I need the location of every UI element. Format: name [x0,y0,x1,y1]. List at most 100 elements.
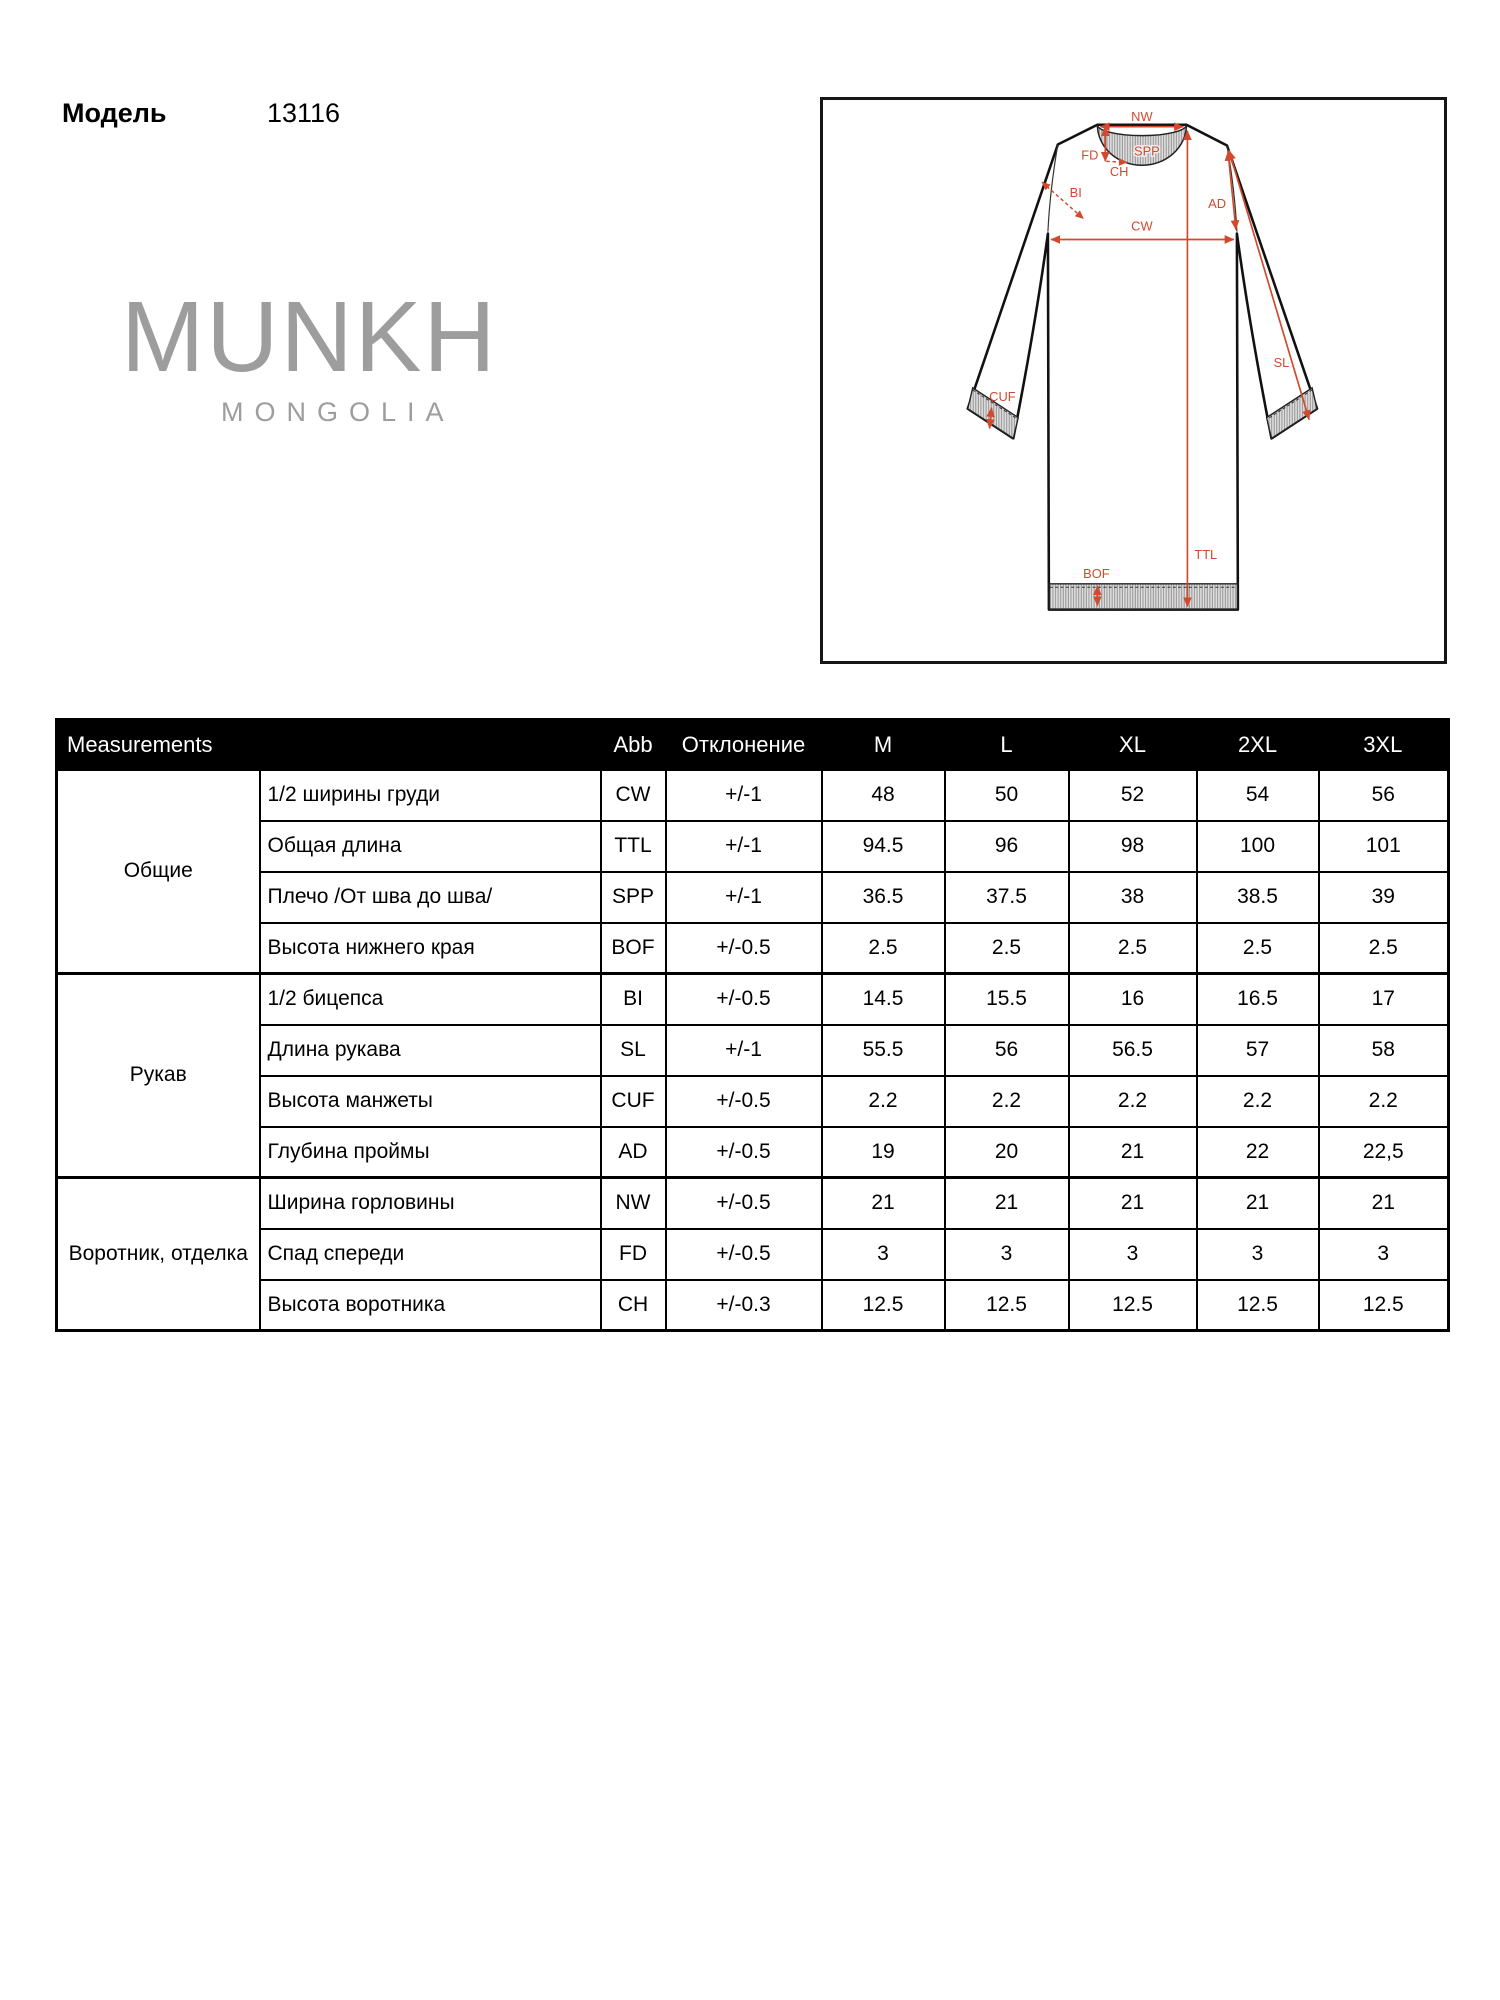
value-3xl: 21 [1317,1176,1450,1230]
cuf-arrow [986,407,995,430]
value-2xl: 54 [1195,768,1320,822]
value-3xl: 2.5 [1317,921,1450,975]
diagram-label-bi: BI [1070,185,1082,200]
table-row: Высота манжеты CUF +/-0.5 2.2 2.2 2.2 2.… [57,1074,1450,1128]
value-2xl: 100 [1195,819,1320,873]
header-size-3xl: 3XL [1318,719,1449,770]
value-m: 3 [820,1227,946,1281]
table-row: Рукав 1/2 бицепса BI +/-0.5 14.5 15.5 16… [55,972,1450,1179]
diagram-label-cw: CW [1131,219,1153,234]
value-xl: 52 [1067,768,1198,822]
row-label: Высота воротника [258,1278,602,1332]
value-m: 19 [820,1125,946,1179]
value-2xl: 2.5 [1195,921,1320,975]
value-xl: 56.5 [1067,1023,1198,1077]
value-xl: 38 [1067,870,1198,924]
table-row: Глубина проймы AD +/-0.5 19 20 21 22 22,… [57,1125,1450,1179]
row-label: Общая длина [258,819,602,873]
value-xl: 98 [1067,819,1198,873]
value-3xl: 2.2 [1317,1074,1450,1128]
value-m: 36.5 [820,870,946,924]
row-abb: AD [599,1125,667,1179]
row-abb: FD [599,1227,667,1281]
diagram-label-ad: AD [1208,196,1226,211]
value-m: 48 [820,768,946,822]
value-l: 2.5 [943,921,1070,975]
group-cell-collar: Воротник, отделка [55,1176,261,1332]
diagram-label-nw: NW [1131,109,1153,124]
value-m: 2.5 [820,921,946,975]
value-l: 37.5 [943,870,1070,924]
value-3xl: 3 [1317,1227,1450,1281]
diagram-label-spp: SPP [1134,143,1160,158]
table-row: Высота нижнего края BOF +/-0.5 2.5 2.5 2… [57,921,1450,975]
value-m: 2.2 [820,1074,946,1128]
value-xl: 2.5 [1067,921,1198,975]
value-2xl: 57 [1195,1023,1320,1077]
value-l: 15.5 [943,972,1070,1026]
row-abb: NW [599,1176,667,1230]
row-label: Плечо /От шва до шва/ [258,870,602,924]
header-size-l: L [944,719,1069,770]
left-cuff-stitch-line [972,389,1019,420]
row-deviation: +/-0.5 [664,921,823,975]
value-2xl: 12.5 [1195,1278,1320,1332]
table-row: Общие 1/2 ширины груди CW +/-1 48 50 52 … [55,768,1450,975]
value-xl: 12.5 [1067,1278,1198,1332]
value-2xl: 22 [1195,1125,1320,1179]
header-abb: Abb [600,719,666,770]
table-header-row: Measurements Abb Отклонение M L XL 2XL 3… [56,719,1449,770]
value-2xl: 2.2 [1195,1074,1320,1128]
model-number: 13116 [267,98,341,128]
value-2xl: 16.5 [1195,972,1320,1026]
row-deviation: +/-0.5 [664,1227,823,1281]
value-l: 56 [943,1023,1070,1077]
value-m: 55.5 [820,1023,946,1077]
value-xl: 21 [1067,1125,1198,1179]
value-l: 3 [943,1227,1070,1281]
value-m: 14.5 [820,972,946,1026]
row-abb: CUF [599,1074,667,1128]
garment-outline [966,123,1319,611]
row-abb: BI [599,972,667,1026]
header-measurements: Measurements [56,719,601,770]
row-label: Длина рукава [258,1023,602,1077]
value-3xl: 101 [1317,819,1450,873]
row-deviation: +/-0.5 [664,1125,823,1179]
value-l: 96 [943,819,1070,873]
row-abb: CH [599,1278,667,1332]
row-label: Глубина проймы [258,1125,602,1179]
bi-arrow [1041,181,1085,220]
value-l: 2.2 [943,1074,1070,1128]
value-2xl: 3 [1195,1227,1320,1281]
row-label: Высота нижнего края [258,921,602,975]
header-size-2xl: 2XL [1196,719,1319,770]
table-row: Спад спереди FD +/-0.5 3 3 3 3 3 [57,1227,1450,1281]
header-size-m: M [821,719,945,770]
value-3xl: 12.5 [1317,1278,1450,1332]
sl-arrow [1227,149,1311,421]
value-l: 21 [943,1176,1070,1230]
table-row: Высота воротника CH +/-0.3 12.5 12.5 12.… [57,1278,1450,1332]
row-deviation: +/-1 [664,819,823,873]
value-3xl: 39 [1317,870,1450,924]
table-row: Общая длина TTL +/-1 94.5 96 98 100 101 [57,819,1450,873]
row-abb: TTL [599,819,667,873]
row-label: 1/2 ширины груди [258,768,602,822]
brand-country: MONGOLIA [221,397,455,427]
value-m: 21 [820,1176,946,1230]
diagram-label-ttl: TTL [1194,547,1217,562]
value-3xl: 17 [1317,972,1450,1026]
value-2xl: 38.5 [1195,870,1320,924]
brand-logo: MUNKH [121,281,498,393]
collar-rib [1096,124,1188,167]
value-m: 94.5 [820,819,946,873]
row-deviation: +/-0.5 [664,972,823,1026]
table-row: Плечо /От шва до шва/ SPP +/-1 36.5 37.5… [57,870,1450,924]
value-3xl: 56 [1317,768,1450,822]
group-cell-sleeve: Рукав [55,972,261,1179]
value-l: 12.5 [943,1278,1070,1332]
row-abb: SPP [599,870,667,924]
row-deviation: +/-0.3 [664,1278,823,1332]
